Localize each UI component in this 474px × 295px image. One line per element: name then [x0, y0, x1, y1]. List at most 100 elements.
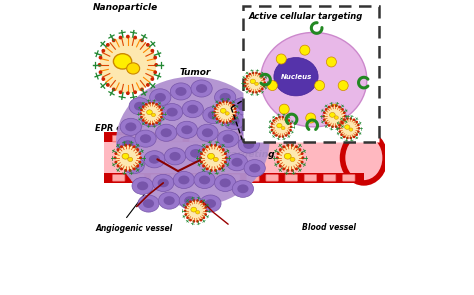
Ellipse shape	[120, 118, 141, 135]
Ellipse shape	[199, 176, 210, 184]
Ellipse shape	[113, 54, 132, 69]
Circle shape	[249, 73, 250, 75]
Circle shape	[299, 165, 301, 167]
Circle shape	[358, 131, 359, 132]
Circle shape	[112, 88, 115, 91]
Circle shape	[227, 101, 228, 102]
Circle shape	[151, 78, 154, 80]
Circle shape	[137, 165, 138, 167]
Ellipse shape	[127, 63, 140, 74]
Circle shape	[102, 50, 104, 52]
Ellipse shape	[281, 127, 285, 130]
FancyBboxPatch shape	[285, 135, 298, 142]
Circle shape	[203, 165, 204, 167]
Ellipse shape	[164, 148, 186, 165]
FancyBboxPatch shape	[132, 135, 144, 142]
Circle shape	[245, 78, 246, 80]
Ellipse shape	[225, 112, 229, 115]
Circle shape	[332, 126, 333, 127]
Ellipse shape	[141, 109, 162, 127]
Circle shape	[273, 132, 274, 134]
Circle shape	[215, 170, 217, 171]
Ellipse shape	[231, 158, 243, 167]
Circle shape	[245, 85, 246, 87]
Ellipse shape	[149, 155, 160, 164]
Ellipse shape	[349, 128, 353, 131]
Circle shape	[339, 131, 340, 132]
Circle shape	[301, 153, 303, 154]
FancyBboxPatch shape	[151, 175, 163, 181]
Circle shape	[225, 161, 226, 163]
Circle shape	[256, 72, 257, 73]
Circle shape	[233, 118, 234, 119]
Circle shape	[151, 50, 154, 52]
Circle shape	[276, 135, 277, 136]
Circle shape	[222, 165, 224, 167]
Circle shape	[129, 170, 131, 171]
Circle shape	[344, 119, 345, 121]
Circle shape	[140, 113, 142, 114]
Circle shape	[300, 45, 310, 55]
Circle shape	[141, 117, 142, 118]
Ellipse shape	[135, 130, 156, 147]
Text: Active cellular targeting: Active cellular targeting	[249, 12, 363, 21]
Circle shape	[127, 35, 129, 38]
Circle shape	[210, 145, 212, 146]
Circle shape	[137, 149, 138, 150]
Ellipse shape	[146, 110, 152, 115]
Circle shape	[159, 106, 160, 107]
FancyBboxPatch shape	[209, 175, 221, 181]
Circle shape	[292, 145, 293, 146]
Circle shape	[273, 120, 274, 121]
Circle shape	[287, 145, 289, 146]
Circle shape	[279, 136, 280, 137]
Circle shape	[159, 120, 160, 121]
Circle shape	[206, 210, 207, 212]
Circle shape	[193, 200, 194, 201]
Circle shape	[215, 108, 216, 109]
Ellipse shape	[208, 153, 214, 159]
Circle shape	[217, 105, 218, 106]
Ellipse shape	[140, 134, 151, 143]
FancyBboxPatch shape	[323, 135, 336, 142]
Ellipse shape	[185, 145, 206, 162]
Circle shape	[271, 126, 272, 127]
Circle shape	[283, 168, 284, 170]
Ellipse shape	[208, 111, 219, 119]
Circle shape	[214, 112, 215, 113]
Circle shape	[143, 120, 144, 121]
FancyBboxPatch shape	[228, 135, 240, 142]
Ellipse shape	[213, 157, 219, 162]
FancyBboxPatch shape	[266, 135, 278, 142]
Ellipse shape	[153, 174, 174, 191]
Circle shape	[98, 64, 100, 66]
Ellipse shape	[211, 152, 222, 161]
Ellipse shape	[173, 171, 194, 189]
Ellipse shape	[125, 122, 137, 131]
Ellipse shape	[158, 178, 169, 187]
Circle shape	[235, 108, 236, 109]
Circle shape	[344, 136, 345, 137]
Circle shape	[100, 37, 156, 93]
Circle shape	[215, 115, 216, 117]
Circle shape	[356, 121, 357, 123]
Circle shape	[112, 39, 115, 42]
Circle shape	[262, 76, 263, 77]
Ellipse shape	[181, 125, 192, 134]
Circle shape	[324, 112, 325, 113]
Ellipse shape	[206, 148, 227, 165]
Ellipse shape	[249, 164, 260, 173]
Circle shape	[185, 206, 186, 208]
Ellipse shape	[322, 107, 346, 126]
Circle shape	[125, 170, 127, 171]
Circle shape	[230, 102, 231, 104]
Ellipse shape	[197, 124, 218, 141]
Ellipse shape	[277, 123, 282, 128]
Ellipse shape	[162, 104, 182, 121]
Circle shape	[225, 153, 226, 154]
Ellipse shape	[232, 98, 254, 115]
Circle shape	[146, 44, 149, 46]
Bar	[243, 6, 379, 142]
Circle shape	[203, 217, 204, 218]
Ellipse shape	[237, 102, 248, 111]
